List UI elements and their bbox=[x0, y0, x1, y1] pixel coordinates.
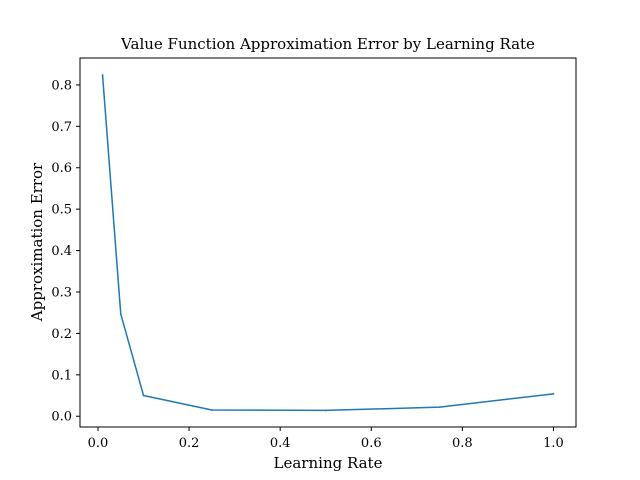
data-point bbox=[210, 409, 213, 411]
axes-frame bbox=[79, 57, 577, 428]
data-point bbox=[142, 394, 145, 397]
x-axis-label: Learning Rate bbox=[274, 454, 383, 472]
data-point bbox=[119, 313, 122, 315]
y-tick-label: 0.4 bbox=[51, 244, 72, 259]
data-point bbox=[438, 406, 441, 409]
x-tick-label: 1.0 bbox=[543, 436, 564, 451]
y-tick-label: 0.2 bbox=[51, 327, 72, 342]
x-tick-label: 0.4 bbox=[270, 436, 291, 451]
y-tick-label: 0.1 bbox=[51, 368, 72, 383]
data-point bbox=[101, 74, 104, 76]
data-point bbox=[324, 409, 327, 412]
y-tick-label: 0.6 bbox=[51, 161, 72, 176]
y-tick-label: 0.0 bbox=[51, 410, 72, 425]
y-axis-label: Approximation Error bbox=[28, 162, 46, 322]
x-tick-label: 0.2 bbox=[179, 436, 200, 451]
y-tick-label: 0.8 bbox=[51, 78, 72, 93]
x-tick-label: 0.0 bbox=[88, 436, 109, 451]
y-tick-label: 0.3 bbox=[51, 285, 72, 300]
plot-area: 0.0 0.2 0.4 0.6 0.8 1.0 0.0 0.1 0.2 0.3 0.4 0.5 0.6 0… bbox=[51, 57, 577, 451]
x-tick-label: 0.6 bbox=[361, 436, 382, 451]
x-tick-label: 0.8 bbox=[452, 436, 473, 451]
chart-title: Value Function Approximation Error by Le… bbox=[120, 35, 535, 53]
data-point bbox=[552, 392, 555, 395]
y-tick-label: 0.7 bbox=[51, 120, 72, 135]
y-tick-label: 0.5 bbox=[51, 203, 72, 218]
